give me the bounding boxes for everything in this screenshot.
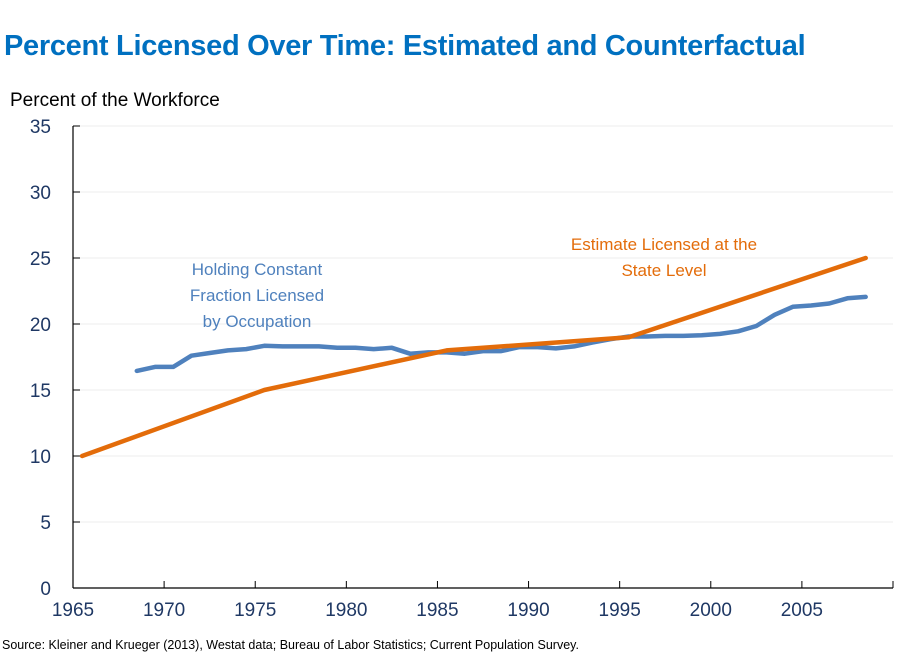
y-tick-label: 10 <box>30 447 51 468</box>
series-label-0: Holding Constant <box>192 260 323 279</box>
series-lines <box>79 255 868 459</box>
y-tick-label: 35 <box>30 117 51 138</box>
series-label-1: Estimate Licensed at the <box>571 235 757 254</box>
x-tick-label: 1980 <box>325 600 367 621</box>
source-note: Source: Kleiner and Krueger (2013), West… <box>2 638 579 652</box>
y-tick-label: 25 <box>30 249 51 270</box>
chart-title: Percent Licensed Over Time: Estimated an… <box>4 30 806 62</box>
y-tick-label: 0 <box>40 579 51 600</box>
x-tick-label: 1975 <box>234 600 276 621</box>
x-tick-label: 2005 <box>781 600 823 621</box>
y-axis-label: Percent of the Workforce <box>10 90 220 111</box>
y-tick-label: 5 <box>40 513 51 534</box>
gridlines <box>73 125 893 523</box>
series-label-0: by Occupation <box>203 312 312 331</box>
x-axis-ticks: 1965 1970 1975 1980 1985 1990 1995 2000 2005 <box>52 581 894 621</box>
series-line-0 <box>134 294 868 374</box>
series-line-1 <box>79 255 868 459</box>
y-axis-ticks: 0 5 10 15 20 25 30 35 <box>30 117 80 600</box>
x-tick-label: 1970 <box>143 600 185 621</box>
series-label-1: State Level <box>621 261 706 280</box>
axes <box>72 126 893 589</box>
y-tick-label: 20 <box>30 315 51 336</box>
series-annotations: Holding Constant Fraction Licensed by Occu… <box>190 235 757 331</box>
x-tick-label: 1995 <box>599 600 641 621</box>
x-tick-label: 1985 <box>416 600 458 621</box>
y-tick-label: 30 <box>30 183 51 204</box>
x-tick-label: 1990 <box>507 600 549 621</box>
x-tick-label: 2000 <box>690 600 732 621</box>
x-tick-label: 1965 <box>52 600 94 621</box>
y-tick-label: 15 <box>30 381 51 402</box>
series-label-0: Fraction Licensed <box>190 286 324 305</box>
